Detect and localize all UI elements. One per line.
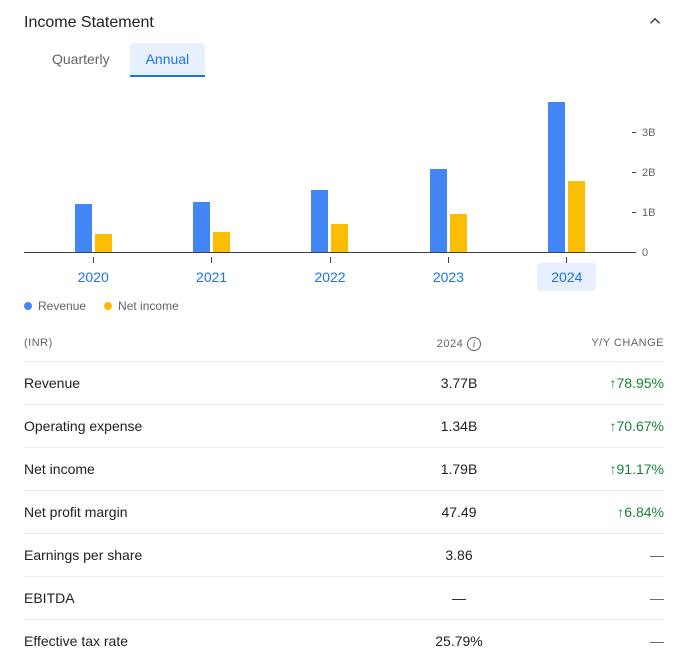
arrow-up-icon: ↑ [610, 375, 617, 391]
chart-bar[interactable] [568, 181, 585, 252]
metric-change: ↑6.84% [534, 504, 664, 520]
metric-change: — [534, 633, 664, 649]
metric-change: — [534, 547, 664, 563]
change-value: 78.95% [617, 375, 664, 391]
metric-value: 1.34B [384, 418, 534, 434]
income-chart: 3B2B1B0 [24, 93, 664, 253]
bar-group [430, 93, 467, 252]
table-row: Operating expense1.34B↑70.67% [24, 404, 664, 447]
tab-annual[interactable]: Annual [130, 43, 206, 77]
change-column-header: Y/Y CHANGE [534, 337, 664, 351]
arrow-up-icon: ↑ [610, 461, 617, 477]
chart-bar[interactable] [548, 102, 565, 252]
metric-change: ↑70.67% [534, 418, 664, 434]
chart-bar[interactable] [430, 169, 447, 252]
metric-name: Net income [24, 461, 384, 477]
legend-label: Revenue [38, 299, 86, 313]
y-tick-label: 1B [642, 207, 655, 219]
section-header: Income Statement [24, 8, 664, 43]
legend-item: Net income [104, 299, 179, 313]
chart-bar[interactable] [450, 214, 467, 252]
legend-dot-icon [24, 302, 32, 310]
table-header: (INR) 2024 i Y/Y CHANGE [24, 327, 664, 361]
chart-bar[interactable] [213, 232, 230, 252]
y-tick-mark [632, 212, 636, 213]
y-tick-label: 2B [642, 167, 655, 179]
metric-value: 25.79% [384, 633, 534, 649]
info-icon[interactable]: i [467, 337, 481, 351]
metric-value: 47.49 [384, 504, 534, 520]
year-selector[interactable]: 2022 [300, 263, 359, 291]
metrics-table: Revenue3.77B↑78.95%Operating expense1.34… [24, 361, 664, 662]
metric-name: EBITDA [24, 590, 384, 606]
chart-x-labels: 20202021202220232024 [24, 263, 636, 285]
bar-group [548, 93, 585, 252]
bar-group [311, 93, 348, 252]
y-tick-label: 0 [642, 247, 648, 259]
y-tick-mark [632, 252, 636, 253]
chart-bar[interactable] [331, 224, 348, 252]
change-value: — [650, 633, 664, 649]
change-value: 70.67% [617, 418, 664, 434]
y-tick-mark [632, 132, 636, 133]
chart-bar[interactable] [193, 202, 210, 252]
section-title: Income Statement [24, 14, 154, 32]
legend-label: Net income [118, 299, 179, 313]
change-value: — [650, 547, 664, 563]
metric-change: ↑78.95% [534, 375, 664, 391]
collapse-icon[interactable] [646, 12, 664, 33]
bar-group [193, 93, 230, 252]
metric-change: — [534, 590, 664, 606]
tab-quarterly[interactable]: Quarterly [36, 43, 126, 77]
chart-y-axis: 3B2B1B0 [636, 93, 664, 253]
table-row: Net income1.79B↑91.17% [24, 447, 664, 490]
chart-legend: Revenue Net income [24, 285, 664, 327]
table-row: Earnings per share3.86 — [24, 533, 664, 576]
table-row: EBITDA—— [24, 576, 664, 619]
currency-label: (INR) [24, 337, 384, 351]
table-row: Net profit margin47.49↑6.84% [24, 490, 664, 533]
chart-bar[interactable] [95, 234, 112, 252]
metric-value: 3.86 [384, 547, 534, 563]
chart-bar[interactable] [311, 190, 328, 252]
legend-dot-icon [104, 302, 112, 310]
legend-item: Revenue [24, 299, 86, 313]
y-tick-label: 3B [642, 127, 655, 139]
metric-value: 1.79B [384, 461, 534, 477]
metric-name: Net profit margin [24, 504, 384, 520]
value-column-year: 2024 [437, 338, 463, 350]
metric-name: Revenue [24, 375, 384, 391]
value-column-header: 2024 i [384, 337, 534, 351]
metric-name: Operating expense [24, 418, 384, 434]
y-tick-mark [632, 172, 636, 173]
year-selector[interactable]: 2024 [537, 263, 596, 291]
change-value: — [650, 590, 664, 606]
metric-name: Effective tax rate [24, 633, 384, 649]
table-row: Effective tax rate25.79% — [24, 619, 664, 662]
bar-group [75, 93, 112, 252]
metric-value: 3.77B [384, 375, 534, 391]
metric-change: ↑91.17% [534, 461, 664, 477]
year-selector[interactable]: 2021 [182, 263, 241, 291]
change-value: 6.84% [624, 504, 664, 520]
change-value: 91.17% [617, 461, 664, 477]
arrow-up-icon: ↑ [610, 418, 617, 434]
year-selector[interactable]: 2020 [64, 263, 123, 291]
chart-plot-area [24, 93, 636, 253]
metric-value: — [384, 590, 534, 606]
period-tabs: QuarterlyAnnual [24, 43, 664, 85]
year-selector[interactable]: 2023 [419, 263, 478, 291]
chart-bar[interactable] [75, 204, 92, 252]
metric-name: Earnings per share [24, 547, 384, 563]
table-row: Revenue3.77B↑78.95% [24, 361, 664, 404]
